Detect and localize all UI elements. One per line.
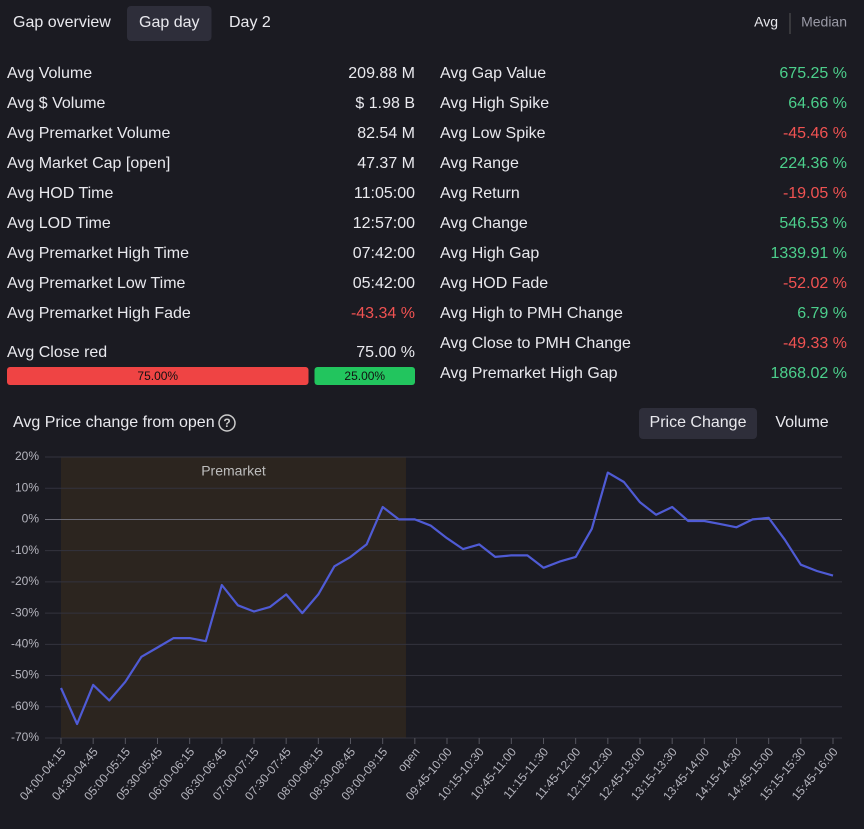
y-tick-label: 0%	[22, 512, 40, 526]
help-icon[interactable]	[218, 414, 236, 432]
tab-background	[127, 6, 212, 41]
stat-label: Avg Low Spike	[440, 125, 546, 142]
stat-label: Avg High Gap	[440, 245, 539, 262]
mode-toggle[interactable]: Avg	[754, 14, 778, 30]
chart-button[interactable]: Price Change	[650, 414, 747, 431]
stat-value: -49.33 %	[783, 335, 847, 352]
help-icon-glyph: ?	[223, 416, 230, 430]
chart-title: Avg Price change from open	[13, 414, 215, 431]
stat-label: Avg Premarket Volume	[7, 125, 170, 142]
stat-value: $ 1.98 B	[355, 95, 415, 112]
stat-value: 11:05:00	[354, 185, 415, 202]
y-tick-label: -60%	[11, 699, 39, 713]
y-tick-label: -40%	[11, 637, 39, 651]
stat-label: Avg Premarket High Time	[7, 245, 189, 262]
stat-value: 05:42:00	[353, 275, 415, 292]
y-tick-label: -70%	[11, 730, 39, 744]
stat-label: Avg Gap Value	[440, 65, 546, 82]
stat-value: 07:42:00	[353, 245, 415, 262]
stat-value: 546.53 %	[779, 215, 847, 232]
tab[interactable]: Gap overview	[13, 14, 111, 31]
shade-label: Premarket	[201, 463, 266, 479]
stat-value: -52.02 %	[783, 275, 847, 292]
stat-value: 82.54 M	[357, 125, 415, 142]
stat-label: Avg LOD Time	[7, 215, 111, 232]
stat-value: 64.66 %	[788, 95, 847, 112]
stat-value: -19.05 %	[783, 185, 847, 202]
stat-value: 6.79 %	[797, 305, 847, 322]
stat-value: 675.25 %	[779, 65, 847, 82]
stat-label: Avg High Spike	[440, 95, 549, 112]
chart-button[interactable]: Volume	[775, 414, 828, 431]
stat-label: Avg Close to PMH Change	[440, 335, 631, 352]
y-tick-label: -20%	[11, 574, 39, 588]
ratio-label: 25.00%	[344, 369, 385, 383]
stat-label: Avg Premarket High Fade	[7, 305, 191, 322]
stat-value: 47.37 M	[357, 155, 415, 172]
stat-label: Avg Market Cap [open]	[7, 155, 170, 172]
stat-label: Avg Close red	[7, 344, 107, 361]
ratio-bar	[314, 367, 415, 385]
stat-value: 209.88 M	[348, 65, 415, 82]
stat-value: 1339.91 %	[770, 245, 847, 262]
tab[interactable]: Gap day	[139, 14, 199, 31]
stat-value: 12:57:00	[353, 215, 415, 232]
stat-label: Avg Premarket High Gap	[440, 365, 618, 382]
y-tick-label: -50%	[11, 668, 39, 682]
stat-value: 224.36 %	[779, 155, 847, 172]
stat-label: Avg Volume	[7, 65, 92, 82]
stat-value: 1868.02 %	[770, 365, 847, 382]
tab[interactable]: Day 2	[229, 14, 271, 31]
y-tick-label: -30%	[11, 605, 39, 619]
y-tick-label: 20%	[15, 449, 39, 463]
stat-label: Avg Return	[440, 185, 520, 202]
stat-value: 75.00 %	[356, 344, 415, 361]
mode-toggle[interactable]: Median	[801, 14, 847, 30]
price-line	[59, 471, 834, 726]
button-background	[639, 408, 757, 439]
stat-value: -43.34 %	[351, 305, 415, 322]
y-tick-label: -10%	[11, 543, 39, 557]
y-tick-label: 10%	[15, 480, 39, 494]
x-tick-label: open	[395, 745, 423, 774]
ratio-label: 75.00%	[137, 369, 178, 383]
stat-label: Avg Range	[440, 155, 519, 172]
stat-label: Avg High to PMH Change	[440, 305, 623, 322]
stat-label: Avg Premarket Low Time	[7, 275, 186, 292]
stat-label: Avg Change	[440, 215, 528, 232]
stat-label: Avg HOD Time	[7, 185, 114, 202]
stat-label: Avg HOD Fade	[440, 275, 548, 292]
stat-label: Avg $ Volume	[7, 95, 106, 112]
ratio-bar	[7, 367, 309, 385]
stat-value: -45.46 %	[783, 125, 847, 142]
